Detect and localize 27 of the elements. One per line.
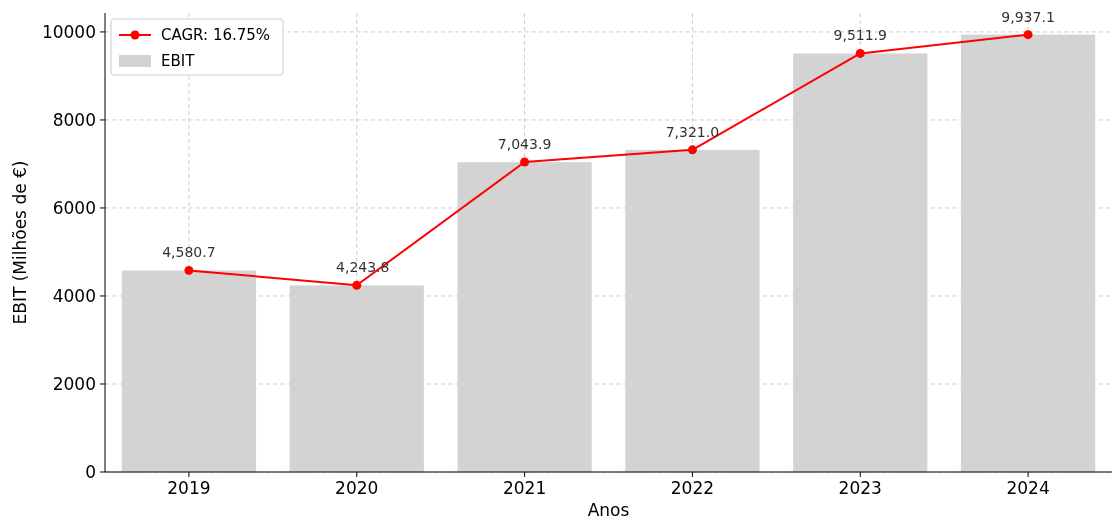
x-tick-label: 2022 xyxy=(670,478,715,498)
legend-label: EBIT xyxy=(161,52,196,71)
y-tick-label: 8000 xyxy=(52,109,96,130)
point xyxy=(352,280,362,290)
legend-label: CAGR: 16.75% xyxy=(161,26,271,45)
point xyxy=(687,145,697,155)
data-label: 9,511.9 xyxy=(833,27,887,44)
point xyxy=(855,48,865,58)
x-tick-label: 2021 xyxy=(502,478,547,498)
x-tick-label: 2023 xyxy=(838,478,882,498)
y-tick-label: 10000 xyxy=(41,21,96,42)
y-tick-label: 2000 xyxy=(52,373,96,394)
x-axis-title: Anos xyxy=(587,500,630,520)
x-tick-label: 2020 xyxy=(335,478,379,498)
y-axis-title: EBIT (Milhões de €) xyxy=(10,160,30,325)
data-label: 7,043.9 xyxy=(497,136,552,153)
x-tick-label: 2024 xyxy=(1006,478,1050,498)
data-label: 9,937.1 xyxy=(1001,8,1055,25)
y-tick-label: 6000 xyxy=(52,197,96,218)
data-label: 7,321.0 xyxy=(665,123,720,140)
x-tick-label: 2019 xyxy=(167,478,211,498)
y-tick-label: 4000 xyxy=(52,285,96,306)
y-tick-label: 0 xyxy=(85,461,96,482)
point xyxy=(520,157,530,167)
point xyxy=(1023,30,1033,40)
point xyxy=(184,265,194,275)
data-label: 4,580.7 xyxy=(162,244,216,261)
